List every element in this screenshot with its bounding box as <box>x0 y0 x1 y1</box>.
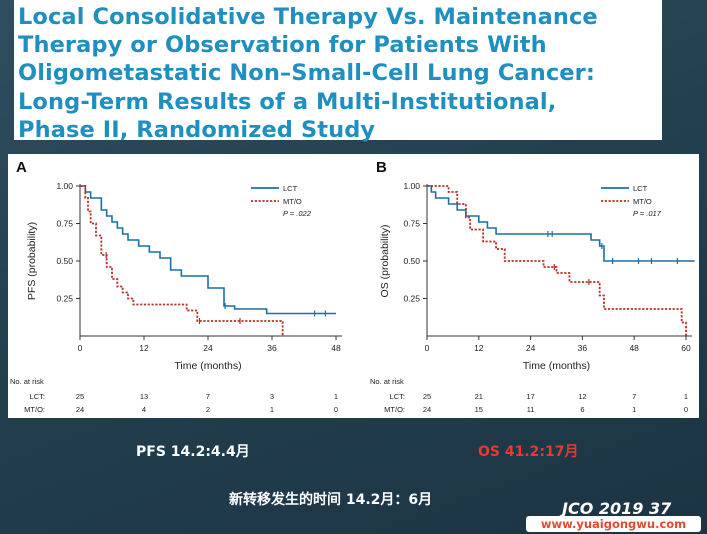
risk-count: 1 <box>270 405 274 414</box>
pfs-caption: PFS 14.2:4.4月 <box>136 444 250 460</box>
panel-letter: B <box>376 159 387 176</box>
y-tick-label: 0.50 <box>403 256 420 266</box>
x-tick-label: 24 <box>526 343 536 353</box>
risk-table-title: No. at risk <box>370 377 404 386</box>
risk-row-label: MT/O: <box>384 405 405 414</box>
risk-count: 1 <box>632 405 636 414</box>
risk-count: 15 <box>475 405 483 414</box>
x-tick-label: 60 <box>681 343 691 353</box>
series-line-lct <box>80 185 336 315</box>
risk-count: 7 <box>206 392 210 401</box>
journal-caption: JCO 2019 37 <box>562 499 672 518</box>
title-line: Local Consolidative Therapy Vs. Maintena… <box>18 4 598 30</box>
panel-letter: A <box>16 159 27 176</box>
os-caption: OS 41.2:17月 <box>478 444 579 460</box>
legend-label: LCT <box>283 184 298 193</box>
risk-row-label: LCT: <box>30 392 45 401</box>
y-tick-label: 0.25 <box>403 294 420 304</box>
legend-label: MT/O <box>283 197 302 206</box>
y-tick-label: 0.50 <box>56 256 73 266</box>
series-line-mto <box>427 185 687 336</box>
risk-count: 11 <box>527 405 535 414</box>
x-tick-label: 36 <box>267 343 277 353</box>
risk-count: 24 <box>76 405 84 414</box>
y-axis-label: PFS (probability) <box>26 222 38 300</box>
risk-count: 0 <box>334 405 338 414</box>
risk-count: 25 <box>76 392 84 401</box>
p-value-label: P = .022 <box>283 209 312 218</box>
risk-count: 12 <box>578 392 586 401</box>
watermark-logo: www.yuaigongwu.com <box>526 516 701 532</box>
x-axis-label: Time (months) <box>523 360 590 372</box>
x-tick-label: 12 <box>474 343 484 353</box>
risk-count: 17 <box>526 392 534 401</box>
title-box: Local Consolidative Therapy Vs. Maintena… <box>14 0 662 143</box>
x-tick-label: 48 <box>629 343 639 353</box>
risk-count: 24 <box>423 405 431 414</box>
p-value-label: P = .017 <box>633 209 662 218</box>
risk-table-title: No. at risk <box>10 377 44 386</box>
risk-count: 4 <box>142 405 146 414</box>
x-tick-label: 48 <box>331 343 341 353</box>
risk-row-label: LCT: <box>390 392 405 401</box>
x-tick-label: 0 <box>425 343 430 353</box>
y-tick-label: 0.75 <box>56 219 73 229</box>
y-tick-label: 1.00 <box>56 181 73 191</box>
y-tick-label: 1.00 <box>403 181 420 191</box>
title-line: Oligometastatic Non–Small-Cell Lung Canc… <box>18 60 595 87</box>
title-line: Therapy or Observation for Patients With <box>18 32 547 59</box>
title-line: Phase II, Randomized Study <box>18 116 376 143</box>
metastasis-caption: 新转移发生的时间 14.2月：6月 <box>229 492 433 508</box>
x-tick-label: 24 <box>203 343 213 353</box>
km-figure: A 0.25 0.50 0.75 1.00 0 12 24 36 48 Time (months) P… <box>8 154 699 418</box>
risk-count: 2 <box>206 405 210 414</box>
title-line: Long-Term Results of a Multi-Institution… <box>18 88 557 115</box>
x-axis-label: Time (months) <box>174 360 241 372</box>
risk-count: 1 <box>334 392 338 401</box>
legend-label: MT/O <box>633 197 652 206</box>
x-tick-label: 0 <box>78 343 83 353</box>
legend-label: LCT <box>633 184 648 193</box>
series-line-mto <box>80 185 284 336</box>
y-tick-label: 0.75 <box>403 219 420 229</box>
series-line-lct <box>427 185 695 262</box>
risk-count: 13 <box>140 392 148 401</box>
y-tick-label: 0.25 <box>56 294 73 304</box>
risk-count: 1 <box>684 392 688 401</box>
risk-count: 25 <box>423 392 431 401</box>
y-axis-label: OS (probability) <box>379 225 391 298</box>
risk-row-label: MT/O: <box>24 405 45 414</box>
risk-count: 3 <box>270 392 274 401</box>
x-tick-label: 36 <box>578 343 588 353</box>
risk-count: 0 <box>684 405 688 414</box>
x-tick-label: 12 <box>139 343 149 353</box>
risk-count: 6 <box>580 405 584 414</box>
risk-count: 21 <box>475 392 483 401</box>
risk-count: 7 <box>632 392 636 401</box>
